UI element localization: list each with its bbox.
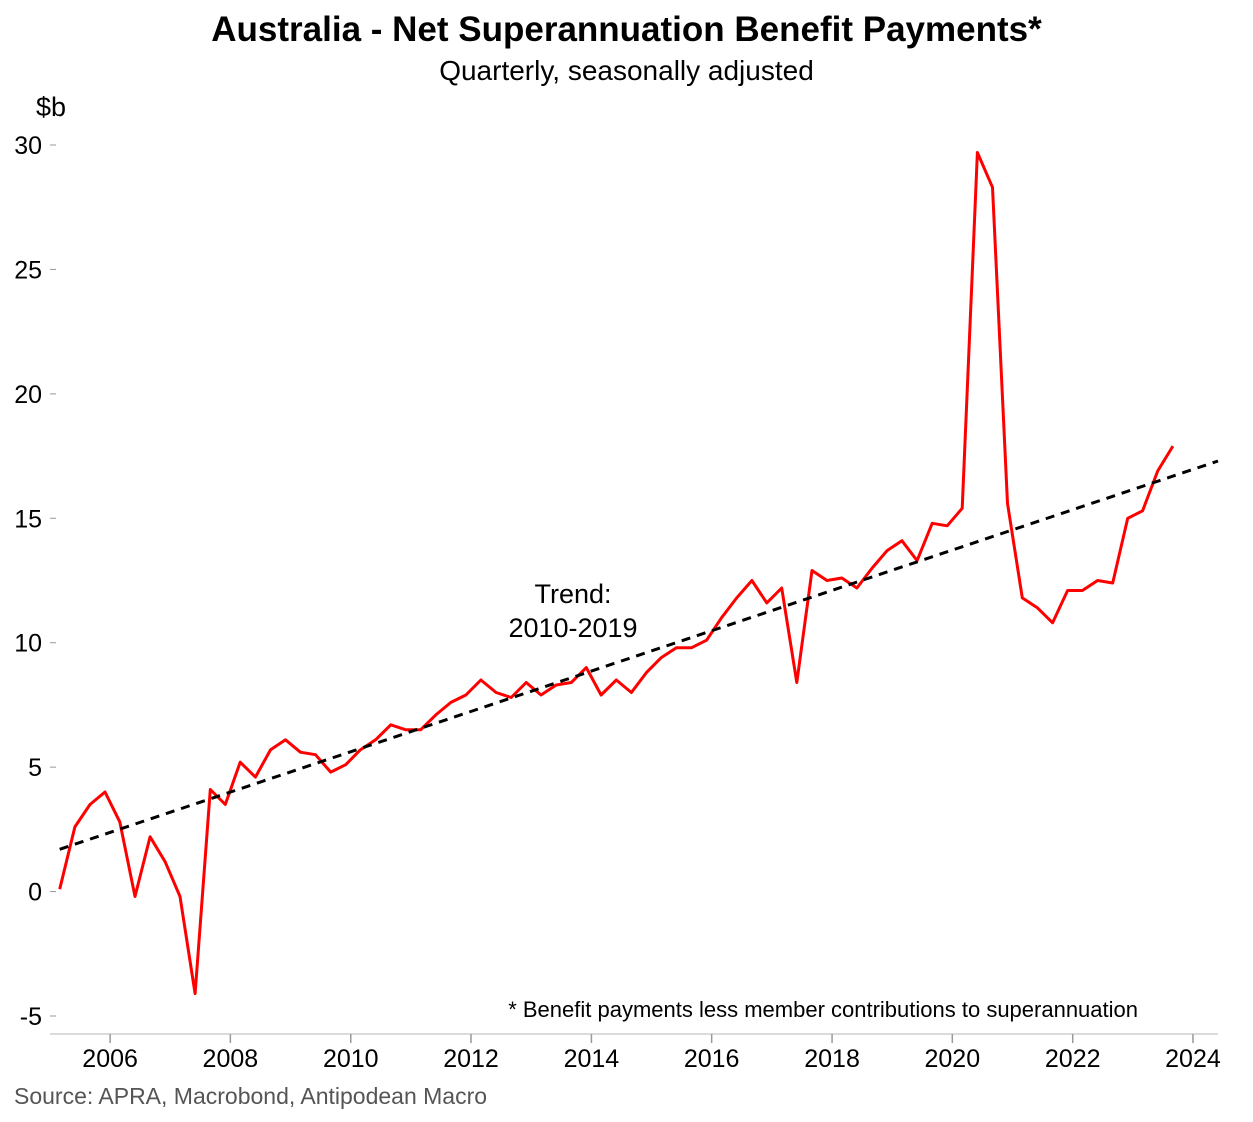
chart-title: Australia - Net Superannuation Benefit P… bbox=[211, 10, 1042, 49]
y-axis-ticks: -5 0 5 10 15 20 25 30 bbox=[14, 132, 56, 1031]
x-tick-label: 2008 bbox=[203, 1045, 259, 1073]
x-tick-label: 2006 bbox=[82, 1045, 138, 1073]
y-axis-unit: $b bbox=[36, 92, 66, 122]
chart-subtitle: Quarterly, seasonally adjusted bbox=[439, 55, 814, 86]
trend-label-line2: 2010-2019 bbox=[508, 613, 637, 643]
x-tick-label: 2010 bbox=[323, 1045, 379, 1073]
x-axis-ticks: 2006 2008 2010 2012 2014 2016 2018 2020 2022 2024 bbox=[82, 1034, 1221, 1073]
x-tick-label: 2018 bbox=[804, 1045, 860, 1073]
payments-line bbox=[58, 151, 1175, 996]
y-tick-label: 10 bbox=[14, 630, 42, 658]
series-group bbox=[58, 151, 1219, 996]
y-tick-label: 0 bbox=[28, 879, 42, 907]
trend-line bbox=[59, 459, 1219, 851]
x-tick-label: 2020 bbox=[925, 1045, 981, 1073]
x-tick-label: 2016 bbox=[684, 1045, 740, 1073]
y-tick-label: -5 bbox=[20, 1003, 42, 1031]
y-tick-label: 20 bbox=[14, 381, 42, 409]
trend-label-line1: Trend: bbox=[534, 579, 611, 609]
x-tick-label: 2014 bbox=[564, 1045, 620, 1073]
x-tick-label: 2012 bbox=[443, 1045, 499, 1073]
y-tick-label: 15 bbox=[14, 505, 42, 533]
x-tick-label: 2022 bbox=[1045, 1045, 1101, 1073]
chart-footnote: * Benefit payments less member contribut… bbox=[508, 997, 1138, 1022]
source-note: Source: APRA, Macrobond, Antipodean Macr… bbox=[14, 1083, 488, 1109]
y-tick-label: 25 bbox=[14, 256, 42, 284]
x-tick-label: 2024 bbox=[1165, 1045, 1221, 1073]
y-tick-label: 5 bbox=[28, 754, 42, 782]
y-tick-label: 30 bbox=[14, 132, 42, 160]
